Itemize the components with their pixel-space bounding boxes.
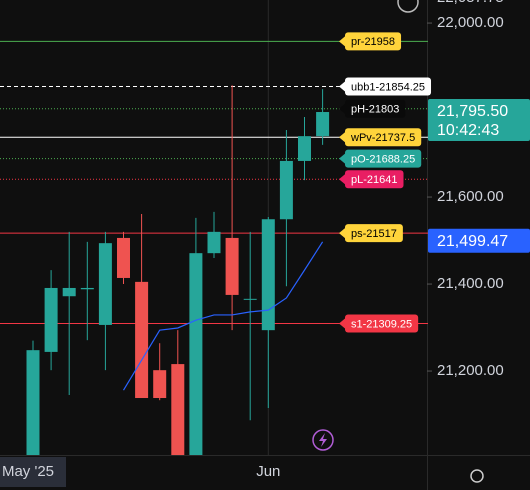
candle-body	[171, 364, 185, 455]
level-label-pointer	[339, 103, 345, 114]
candle-body	[153, 370, 167, 399]
candle-body	[26, 350, 40, 455]
candle-body	[80, 287, 94, 290]
candle-body	[225, 237, 239, 295]
alert-bolt	[319, 433, 327, 447]
marker-price-box	[428, 228, 530, 253]
overlay: 21,200.00 21,400.00 21,600.00 22,000.00 22,0…	[339, 0, 530, 379]
level-label-pointer	[339, 174, 345, 185]
ma-line	[122, 241, 324, 391]
candle-body	[135, 281, 149, 399]
level-label: s1-21309.25	[351, 318, 412, 330]
candle-body	[98, 243, 112, 325]
level-label-box	[345, 314, 419, 333]
candle-body	[298, 136, 311, 161]
candle-body	[261, 219, 275, 331]
top-price-label: 22,057.75	[437, 0, 504, 6]
info-icon[interactable]	[397, 0, 419, 13]
level-label-box	[345, 77, 432, 96]
candle-body	[44, 287, 58, 352]
alert-icon[interactable]	[312, 429, 334, 451]
x-tick-label: Jun	[256, 463, 280, 480]
level-label: wPv-21737.5	[350, 132, 415, 144]
level-label: pr-21958	[351, 36, 395, 48]
y-tick-label: 21,400.00	[437, 275, 504, 292]
y-tick-label: 21,600.00	[437, 188, 504, 205]
plot-area	[0, 0, 428, 455]
x-tick-label: May '25	[2, 463, 54, 480]
level-label-pointer	[339, 36, 345, 47]
level-label-box	[345, 99, 406, 118]
candle-body	[62, 287, 76, 297]
level-label-pointer	[339, 132, 345, 143]
level-label-box	[345, 224, 403, 243]
level-label: ps-21517	[351, 228, 397, 240]
level-label-pointer	[339, 153, 345, 164]
level-label-pointer	[339, 81, 345, 92]
countdown-label: 10:42:43	[437, 122, 499, 139]
level-label: pO-21688.25	[351, 154, 415, 166]
level-label: pH-21803	[351, 104, 399, 116]
last-price-box	[428, 99, 530, 142]
candle-body	[207, 231, 221, 254]
x-label-box	[0, 457, 66, 487]
level-label-pointer	[339, 228, 345, 239]
level-label-pointer	[339, 318, 345, 329]
settings-icon[interactable]	[470, 469, 484, 483]
marker-price-label: 21,499.47	[437, 233, 508, 250]
candle-body	[243, 298, 257, 300]
level-label-box	[345, 170, 404, 189]
candle-body	[316, 112, 330, 137]
y-tick-label: 22,000.00	[437, 14, 504, 31]
level-label: ubb1-21854.25	[351, 81, 425, 93]
level-label: pL-21641	[351, 174, 398, 186]
candle-body	[279, 160, 293, 220]
candle-body	[117, 237, 130, 278]
level-label-box	[345, 128, 422, 147]
last-price-label: 21,795.50	[437, 103, 508, 120]
y-tick-label: 21,200.00	[437, 362, 504, 379]
candle-body	[189, 253, 203, 455]
level-label-box	[345, 32, 402, 51]
level-label-box	[345, 149, 422, 168]
